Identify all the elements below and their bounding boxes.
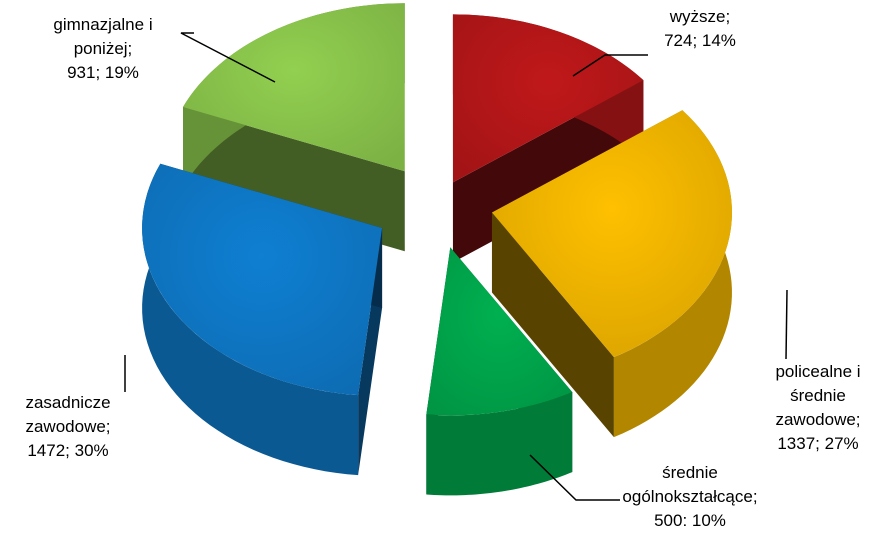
slice-label: wyższe; 724; 14% [664, 7, 736, 50]
pie-slice-top [452, 14, 644, 183]
leader-line [572, 54, 648, 77]
pie-slice-wall [491, 212, 614, 438]
pie-slice [491, 110, 732, 438]
pie-slice [142, 163, 383, 476]
slice-label: średnie ogólnokształcące; 500: 10% [622, 463, 757, 530]
leader-line [180, 32, 276, 83]
pie-slice-top [183, 3, 405, 172]
slice-label: policealne i średnie zawodowe; 1337; 27% [775, 362, 860, 453]
pie-slice-top [142, 163, 383, 396]
slice-label: zasadnicze zawodowe; 1472; 30% [25, 393, 110, 460]
slice-label: gimnazjalne i poniżej; 931; 19% [53, 15, 152, 82]
pie-slice-top [491, 110, 732, 358]
pie-slice-wall [183, 107, 405, 252]
pie-slice-edge [426, 392, 573, 496]
leader-line [529, 454, 620, 501]
leader-line [785, 289, 788, 360]
pie-slice-edge [142, 163, 359, 476]
pie-slice [183, 3, 405, 252]
pie-slice-top [426, 247, 573, 416]
pie-slice [426, 247, 573, 496]
